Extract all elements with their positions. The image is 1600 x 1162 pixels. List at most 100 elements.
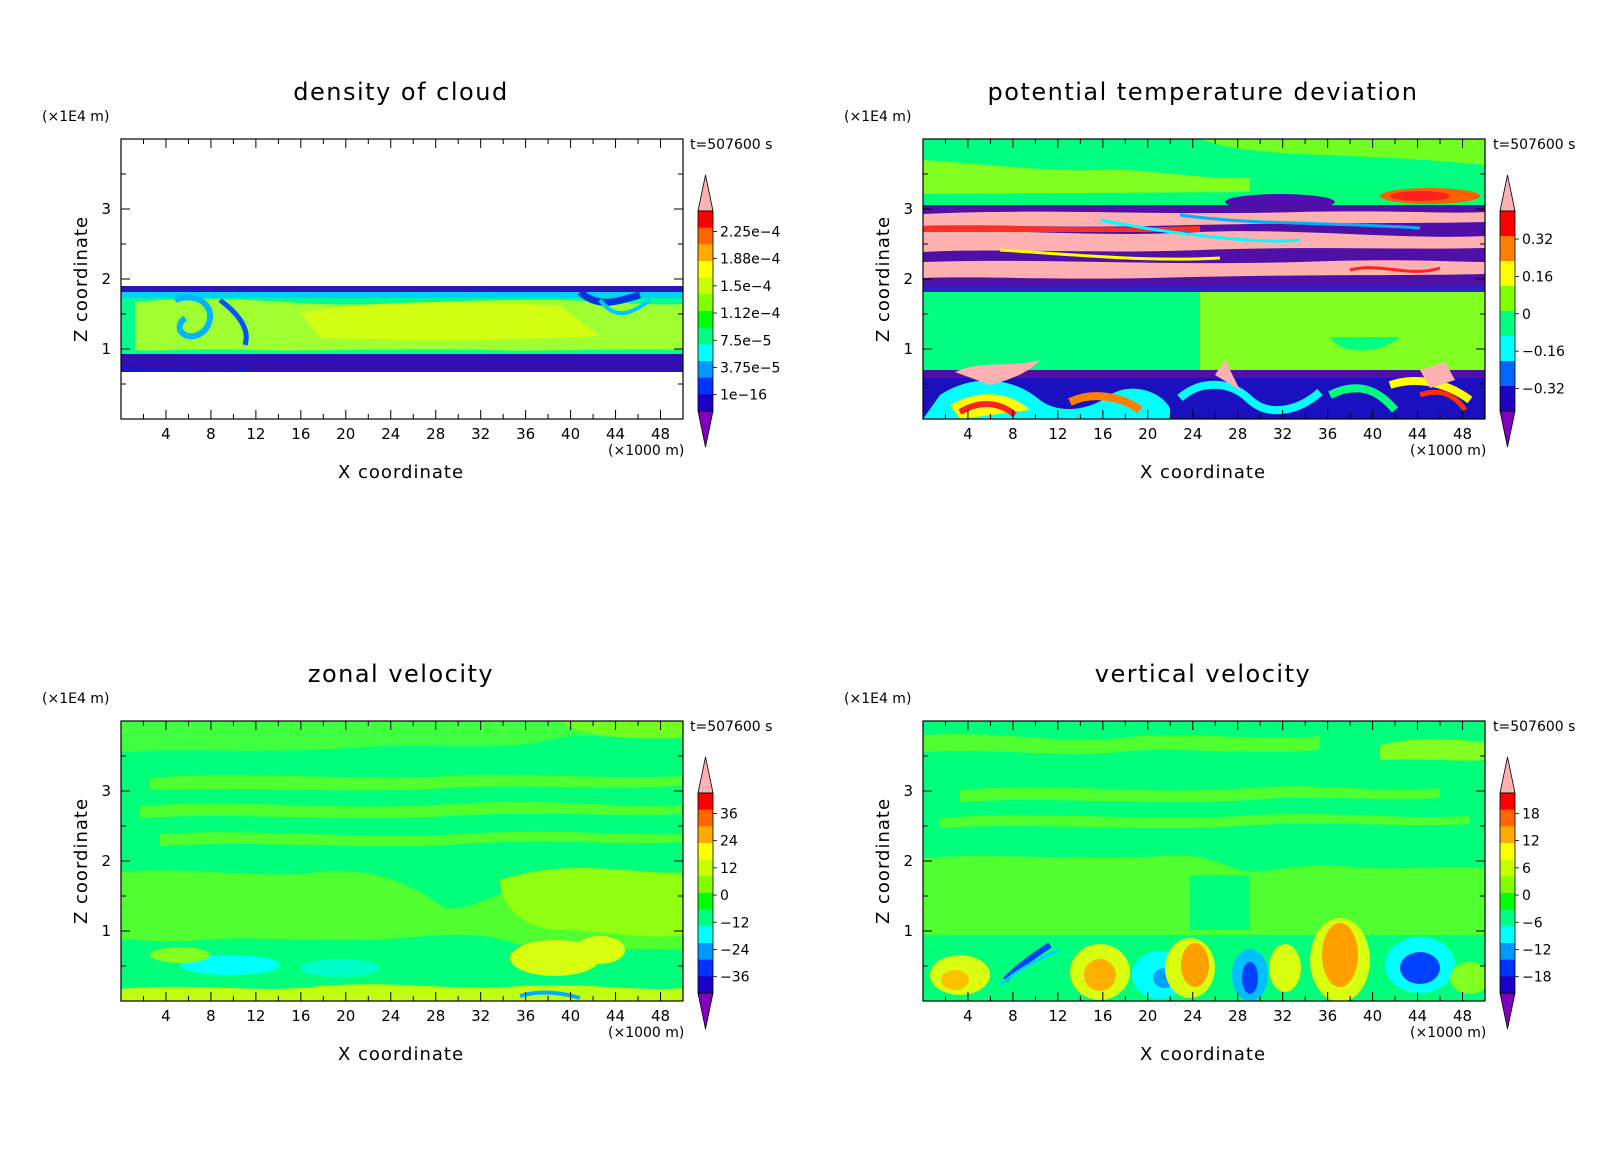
- colorbar-top-arrow: [697, 756, 714, 794]
- colorbar-segment: [1500, 386, 1515, 412]
- x-tick-label: 8: [206, 1007, 216, 1025]
- x-tick-label: 12: [1048, 1007, 1067, 1025]
- colorbar: 36 24 12 0 −12 −24 −36: [697, 756, 750, 1030]
- colorbar-top-arrow: [1499, 756, 1516, 794]
- y-tick-label: 2: [101, 270, 111, 288]
- x-tick-label: 36: [1318, 425, 1337, 443]
- colorbar-label: −0.32: [1522, 382, 1565, 398]
- plot-area: [922, 720, 1486, 1002]
- colorbar-segment: [1500, 826, 1515, 844]
- colorbar-segment: [698, 344, 713, 362]
- colorbar-top-arrow: [1499, 174, 1516, 212]
- colorbar-segment: [1500, 286, 1515, 312]
- colorbar-label: 2.25e−4: [720, 224, 781, 240]
- x-unit-label: (×1000 m): [1410, 443, 1486, 459]
- x-tick-label: 12: [246, 1007, 265, 1025]
- colorbar-segment: [698, 826, 713, 844]
- y-tick-label: 2: [101, 852, 111, 870]
- x-tick-label: 40: [561, 1007, 580, 1025]
- y-axis-label: Z coordinate: [873, 798, 894, 924]
- x-tick-label: 36: [1318, 1007, 1337, 1025]
- colorbar-segment: [698, 809, 713, 827]
- x-tick-label: 48: [1453, 1007, 1472, 1025]
- x-tick-label: 16: [1093, 1007, 1112, 1025]
- colorbar-segment: [698, 377, 713, 395]
- y-unit-label: (×1E4 m): [844, 691, 911, 707]
- x-tick-label: 20: [336, 425, 355, 443]
- colorbar-segment: [1500, 859, 1515, 877]
- colorbar-label: 0.16: [1522, 269, 1553, 285]
- colorbar-label: 18: [1522, 806, 1540, 822]
- colorbar-segment: [698, 227, 713, 245]
- colorbar-segment: [698, 859, 713, 877]
- panel-potential-temperature-deviation: potential temperature deviation (×1E4 m)…: [844, 78, 1575, 483]
- y-tick-label: 1: [101, 922, 111, 940]
- colorbar-label: 12: [1522, 834, 1540, 850]
- panel-zonal-velocity: zonal velocity (×1E4 m) t=507600 s: [42, 660, 772, 1065]
- colorbar-segment: [698, 211, 713, 229]
- colorbar-segment: [698, 327, 713, 345]
- colorbar-segment: [698, 793, 713, 811]
- colorbar-label: 6: [1522, 861, 1531, 877]
- plot-area: [120, 138, 684, 420]
- colorbar-frame: [1499, 210, 1516, 412]
- colorbar-label: −24: [720, 942, 750, 958]
- panel-title: zonal velocity: [308, 660, 494, 688]
- y-unit-label: (×1E4 m): [42, 691, 109, 707]
- y-unit-label: (×1E4 m): [844, 109, 911, 125]
- colorbar: 18 12 6 0 −6 −12 −18: [1499, 756, 1552, 1030]
- colorbar-segment: [1500, 959, 1515, 977]
- y-tick-label: 1: [903, 340, 913, 358]
- x-axis-label: X coordinate: [1140, 462, 1266, 483]
- colorbar-segment: [698, 261, 713, 279]
- colorbar-frame: [697, 792, 714, 994]
- time-label: t=507600 s: [690, 719, 772, 735]
- colorbar-label: 3.75e−5: [720, 360, 780, 376]
- x-tick-label: 48: [651, 425, 670, 443]
- colorbar-segment: [1500, 976, 1515, 994]
- colorbar-label: 0.32: [1522, 232, 1553, 248]
- time-label: t=507600 s: [1493, 137, 1575, 153]
- x-tick-label: 4: [161, 425, 171, 443]
- plot-area: [120, 720, 684, 1002]
- colorbar-bottom-arrow: [1499, 410, 1516, 448]
- x-tick-label: 12: [246, 425, 265, 443]
- colorbar-segment: [698, 909, 713, 927]
- x-tick-label: 36: [516, 1007, 535, 1025]
- y-tick-label: 2: [903, 270, 913, 288]
- panel-title: density of cloud: [293, 78, 508, 106]
- y-tick-label: 1: [903, 922, 913, 940]
- colorbar-label: 12: [720, 861, 738, 877]
- x-tick-label: 40: [561, 425, 580, 443]
- colorbar-label: 1e−16: [720, 388, 767, 404]
- y-tick-label: 3: [101, 200, 111, 218]
- colorbar-segment: [1500, 211, 1515, 237]
- colorbar-label: 0: [1522, 307, 1531, 323]
- x-tick-label: 8: [206, 425, 216, 443]
- x-tick-label: 4: [963, 1007, 973, 1025]
- y-tick-label: 3: [101, 782, 111, 800]
- panel-vertical-velocity: vertical velocity (×1E4 m) t=507600 s: [844, 660, 1575, 1065]
- colorbar-segment: [1500, 926, 1515, 944]
- colorbar-frame: [697, 210, 714, 412]
- x-tick-label: 48: [1453, 425, 1472, 443]
- x-tick-label: 44: [1408, 1007, 1427, 1025]
- colorbar-segment: [1500, 809, 1515, 827]
- x-tick-label: 4: [963, 425, 973, 443]
- colorbar-bottom-arrow: [697, 992, 714, 1030]
- colorbar-label: 1.88e−4: [720, 252, 781, 268]
- x-tick-label: 20: [1138, 1007, 1157, 1025]
- x-tick-label: 24: [381, 425, 400, 443]
- x-tick-label: 28: [426, 1007, 445, 1025]
- x-tick-label: 48: [651, 1007, 670, 1025]
- x-tick-label: 8: [1008, 425, 1018, 443]
- colorbar-label: 0: [1522, 888, 1531, 904]
- x-tick-label: 32: [1273, 1007, 1292, 1025]
- x-tick-label: 24: [1183, 1007, 1202, 1025]
- x-tick-label: 24: [381, 1007, 400, 1025]
